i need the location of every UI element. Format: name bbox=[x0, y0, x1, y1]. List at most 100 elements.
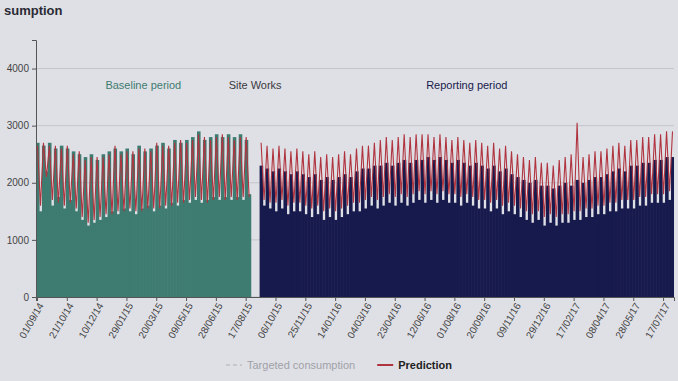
legend-label: Prediction bbox=[398, 359, 452, 371]
plot-area bbox=[36, 123, 674, 297]
tick: 14/01/16 bbox=[315, 297, 344, 340]
tick-mark bbox=[156, 297, 157, 301]
tick-label: 21/10/14 bbox=[47, 301, 76, 341]
tick-mark bbox=[97, 297, 98, 301]
tick-label: 25/11/15 bbox=[286, 301, 315, 340]
tick: 0 bbox=[23, 292, 36, 303]
tick-mark bbox=[603, 297, 604, 301]
bar bbox=[248, 194, 252, 297]
annotations: Baseline period Site Works Reporting perio… bbox=[105, 79, 507, 91]
tick-label: 28/05/17 bbox=[613, 301, 642, 341]
tick: 1000 bbox=[7, 235, 36, 246]
tick-label: 08/04/17 bbox=[583, 301, 612, 341]
tick: 06/10/15 bbox=[255, 297, 284, 340]
x-axis: 01/09/1421/10/1410/12/1429/01/1520/03/15… bbox=[17, 297, 675, 340]
legend-swatch bbox=[226, 364, 242, 366]
tick-mark bbox=[186, 297, 187, 301]
tick: 17/07/17 bbox=[643, 297, 672, 340]
title: sumption bbox=[4, 3, 63, 18]
tick-mark bbox=[484, 297, 485, 301]
axis-line bbox=[37, 298, 675, 302]
tick: 25/11/15 bbox=[286, 297, 315, 340]
tick-mark bbox=[395, 297, 396, 301]
grid-line bbox=[36, 125, 674, 126]
tick-mark bbox=[32, 69, 36, 70]
tick: 4000 bbox=[7, 63, 36, 74]
tick-label: 17/08/15 bbox=[226, 301, 255, 341]
tick-mark bbox=[126, 297, 127, 301]
tick-label: 20/09/16 bbox=[464, 301, 493, 341]
tick-label: 23/04/16 bbox=[375, 301, 404, 341]
tick-label: 10/12/14 bbox=[77, 301, 106, 341]
tick: 29/12/16 bbox=[524, 297, 553, 340]
tick-mark bbox=[633, 297, 634, 301]
y-axis: 0 1000 2000 3000 4000 bbox=[7, 41, 37, 303]
tick-label: 09/05/15 bbox=[166, 301, 195, 341]
tick: 28/06/15 bbox=[196, 297, 225, 340]
tick: 20/09/16 bbox=[464, 297, 493, 340]
tick-mark bbox=[32, 126, 36, 127]
tick-mark bbox=[37, 297, 38, 301]
tick: 23/04/16 bbox=[375, 297, 404, 340]
tick-label: 29/12/16 bbox=[524, 301, 553, 341]
legend: Targeted consumption Prediction bbox=[226, 359, 452, 371]
tick-mark bbox=[32, 240, 36, 241]
tick: 17/08/15 bbox=[226, 297, 255, 340]
tick: 01/09/14 bbox=[17, 297, 46, 340]
tick-label: 0 bbox=[23, 292, 29, 303]
tick: 12/06/16 bbox=[404, 297, 433, 340]
tick: 10/12/14 bbox=[77, 297, 106, 340]
tick: 28/05/17 bbox=[613, 297, 642, 340]
legend-item: Targeted consumption bbox=[226, 359, 355, 371]
tick-mark bbox=[574, 297, 575, 301]
tick-mark bbox=[32, 297, 36, 298]
tick: 09/11/16 bbox=[494, 297, 523, 340]
tick-label: 3000 bbox=[7, 120, 30, 131]
tick: 2000 bbox=[7, 177, 36, 188]
chart: sumption 0 1000 2000 3000 4000 01/09/1421/10/1… bbox=[0, 0, 678, 381]
annotation: Reporting period bbox=[426, 79, 507, 91]
tick-label: 06/10/15 bbox=[255, 301, 284, 341]
tick-label: 1000 bbox=[7, 235, 30, 246]
tick-mark bbox=[216, 297, 217, 301]
tick: 09/05/15 bbox=[166, 297, 195, 340]
tick-label: 14/01/16 bbox=[315, 301, 344, 341]
tick: 01/08/16 bbox=[434, 297, 463, 340]
tick-mark bbox=[275, 297, 276, 301]
line bbox=[37, 123, 672, 223]
tick-mark bbox=[335, 297, 336, 301]
bar bbox=[671, 157, 674, 297]
tick-label: 28/06/15 bbox=[196, 301, 225, 341]
tick-mark bbox=[425, 297, 426, 301]
tick-label: 2000 bbox=[7, 177, 30, 188]
tick: 08/04/17 bbox=[583, 297, 612, 340]
tick-label: 17/07/17 bbox=[643, 301, 672, 341]
legend-label: Targeted consumption bbox=[247, 359, 355, 371]
tick-mark bbox=[663, 297, 664, 301]
annotation: Site Works bbox=[229, 79, 282, 91]
tick-label: 17/02/17 bbox=[554, 301, 583, 341]
tick-mark bbox=[514, 297, 515, 301]
tick-label: 09/11/16 bbox=[494, 301, 523, 340]
legend-item: Prediction bbox=[377, 359, 452, 371]
tick-mark bbox=[32, 183, 36, 184]
tick-label: 01/09/14 bbox=[17, 301, 46, 341]
tick-label: 4000 bbox=[7, 63, 30, 74]
axis-line bbox=[32, 41, 37, 298]
tick: 04/03/16 bbox=[345, 297, 374, 340]
annotation: Baseline period bbox=[105, 79, 181, 91]
tick-mark bbox=[305, 297, 306, 301]
tick-label: 29/01/15 bbox=[106, 301, 135, 341]
tick-mark bbox=[365, 297, 366, 301]
tick-label: 12/06/16 bbox=[404, 301, 433, 341]
tick-label: 01/08/16 bbox=[434, 301, 463, 341]
tick: 20/03/15 bbox=[136, 297, 165, 340]
tick: 21/10/14 bbox=[47, 297, 76, 340]
tick-label: 04/03/16 bbox=[345, 301, 374, 341]
tick-mark bbox=[454, 297, 455, 301]
grid bbox=[36, 69, 674, 297]
tick: 17/02/17 bbox=[554, 297, 583, 340]
grid-line bbox=[36, 68, 674, 69]
tick-mark bbox=[544, 297, 545, 301]
tick: 29/01/15 bbox=[106, 297, 135, 340]
